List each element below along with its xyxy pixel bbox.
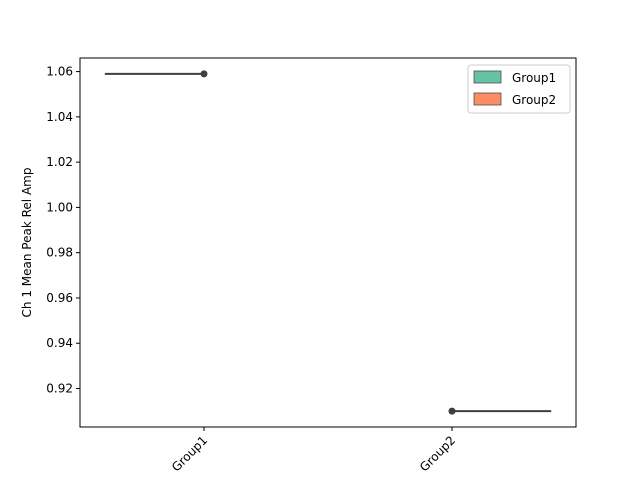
y-tick-label: 0.92	[46, 382, 73, 396]
legend-swatch-group1	[473, 70, 502, 84]
y-tick-label: 0.98	[46, 246, 73, 260]
x-axis: Group1 Group2	[169, 427, 458, 474]
y-tick-label: 0.94	[46, 336, 73, 350]
y-tick-label: 0.96	[46, 291, 73, 305]
legend-swatch-group2	[473, 92, 502, 106]
y-tick-label: 1.00	[46, 200, 73, 214]
y-axis-label: Ch 1 Mean Peak Rel Amp	[20, 168, 34, 318]
x-tick-label: Group2	[417, 433, 458, 474]
y-axis: 0.92 0.94 0.96 0.98 1.00 1.02 1.04 1.06	[46, 65, 80, 396]
series-marks	[104, 70, 552, 415]
x-tick-label: Group1	[169, 433, 210, 474]
y-tick-label: 1.02	[46, 155, 73, 169]
median-point-group2	[448, 407, 456, 415]
plot-area	[80, 58, 576, 427]
legend-label-group2: Group2	[512, 93, 556, 107]
legend-label-group1: Group1	[512, 71, 556, 85]
y-tick-label: 1.06	[46, 65, 73, 79]
legend: Group1 Group2	[467, 64, 571, 114]
median-point-group1	[200, 70, 208, 78]
plot-frame	[79, 57, 577, 428]
y-tick-label: 1.04	[46, 110, 73, 124]
